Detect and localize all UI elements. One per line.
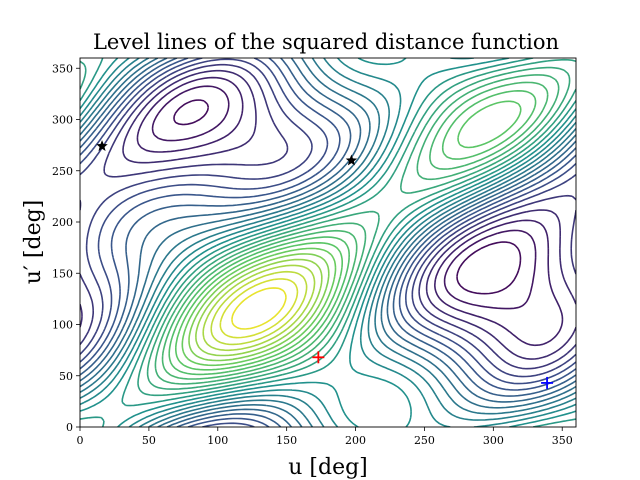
contour-level (195, 258, 323, 357)
x-tick-label: 200 (345, 434, 366, 447)
y-tick-label: 300 (52, 114, 73, 127)
x-tick-label: 250 (414, 434, 435, 447)
contour-level (168, 90, 537, 376)
contour-level (161, 81, 549, 380)
red-plus-marker (312, 351, 325, 364)
contour-level (80, 69, 576, 360)
black-star-marker (96, 140, 108, 151)
y-tick-label: 350 (52, 62, 73, 75)
contour-level (80, 58, 576, 397)
x-tick-label: 350 (552, 434, 573, 447)
contour-level (231, 287, 287, 330)
contour-level (219, 278, 299, 339)
y-axis-ticks: 0 50 100 150 200 250 300 350 (52, 62, 80, 434)
x-tick-label: 100 (207, 434, 228, 447)
y-tick-label: 250 (52, 165, 73, 178)
y-tick-label: 50 (59, 370, 73, 383)
contour-level (188, 253, 330, 362)
contour-level (80, 58, 576, 427)
contour-level (136, 76, 564, 347)
plot-frame (79, 57, 577, 428)
x-tick-label: 50 (142, 434, 156, 447)
blue-plus-marker (541, 376, 554, 389)
contour-level (146, 66, 571, 390)
chart-title: Level lines of the squared distance func… (93, 30, 559, 54)
contour-level (80, 58, 576, 427)
y-tick-label: 200 (52, 216, 73, 229)
y-axis-label: u′ [deg] (21, 200, 46, 285)
x-tick-label: 150 (276, 434, 297, 447)
contour-level (181, 247, 337, 367)
y-tick-label: 100 (52, 319, 73, 332)
contour-level (80, 58, 576, 427)
contour-level (80, 58, 576, 427)
contour-level (80, 58, 576, 427)
y-tick-label: 150 (52, 267, 73, 280)
contour-level (154, 74, 560, 385)
contour-level (151, 85, 537, 310)
y-tick-label: 0 (66, 421, 73, 434)
marker-layer (96, 140, 554, 389)
x-axis-label: u [deg] (288, 455, 368, 480)
contour-level (80, 58, 576, 378)
contour-level (210, 270, 308, 346)
x-tick-label: 300 (483, 434, 504, 447)
contour-level (80, 58, 576, 427)
contour-level (202, 264, 316, 352)
contour-level (80, 58, 576, 427)
x-tick-label: 0 (77, 434, 84, 447)
contour-level (80, 63, 576, 370)
contour-lines (80, 58, 576, 427)
x-axis-ticks: 0 50 100 150 200 250 300 350 (77, 427, 573, 447)
contour-level (173, 99, 522, 295)
contour-level (175, 100, 522, 371)
black-star-marker (345, 154, 358, 166)
